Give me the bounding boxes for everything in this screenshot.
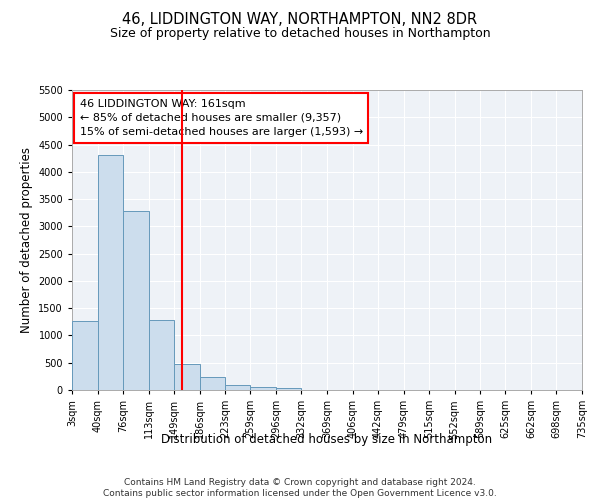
Bar bbox=[174, 364, 199, 390]
Text: Contains HM Land Registry data © Crown copyright and database right 2024.
Contai: Contains HM Land Registry data © Crown c… bbox=[103, 478, 497, 498]
Bar bbox=[276, 388, 301, 390]
Text: Distribution of detached houses by size in Northampton: Distribution of detached houses by size … bbox=[161, 432, 493, 446]
Bar bbox=[98, 156, 123, 390]
Y-axis label: Number of detached properties: Number of detached properties bbox=[20, 147, 32, 333]
Bar bbox=[149, 320, 174, 390]
Bar bbox=[123, 210, 149, 390]
Bar bbox=[250, 386, 276, 390]
Bar bbox=[72, 320, 98, 390]
Bar bbox=[199, 377, 225, 390]
Text: 46, LIDDINGTON WAY, NORTHAMPTON, NN2 8DR: 46, LIDDINGTON WAY, NORTHAMPTON, NN2 8DR bbox=[122, 12, 478, 28]
Bar bbox=[225, 384, 250, 390]
Text: 46 LIDDINGTON WAY: 161sqm
← 85% of detached houses are smaller (9,357)
15% of se: 46 LIDDINGTON WAY: 161sqm ← 85% of detac… bbox=[80, 99, 363, 137]
Text: Size of property relative to detached houses in Northampton: Size of property relative to detached ho… bbox=[110, 28, 490, 40]
